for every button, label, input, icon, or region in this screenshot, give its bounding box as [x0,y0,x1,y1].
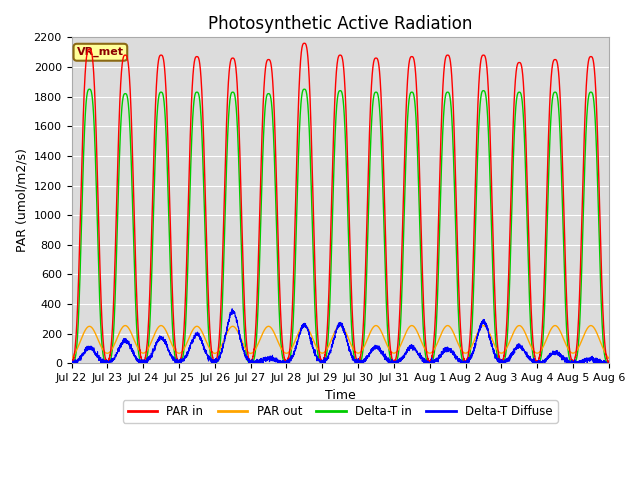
Title: Photosynthetic Active Radiation: Photosynthetic Active Radiation [208,15,472,33]
X-axis label: Time: Time [324,389,356,402]
Y-axis label: PAR (umol/m2/s): PAR (umol/m2/s) [15,148,28,252]
Text: VR_met: VR_met [77,47,124,58]
Legend: PAR in, PAR out, Delta-T in, Delta-T Diffuse: PAR in, PAR out, Delta-T in, Delta-T Dif… [123,400,557,423]
